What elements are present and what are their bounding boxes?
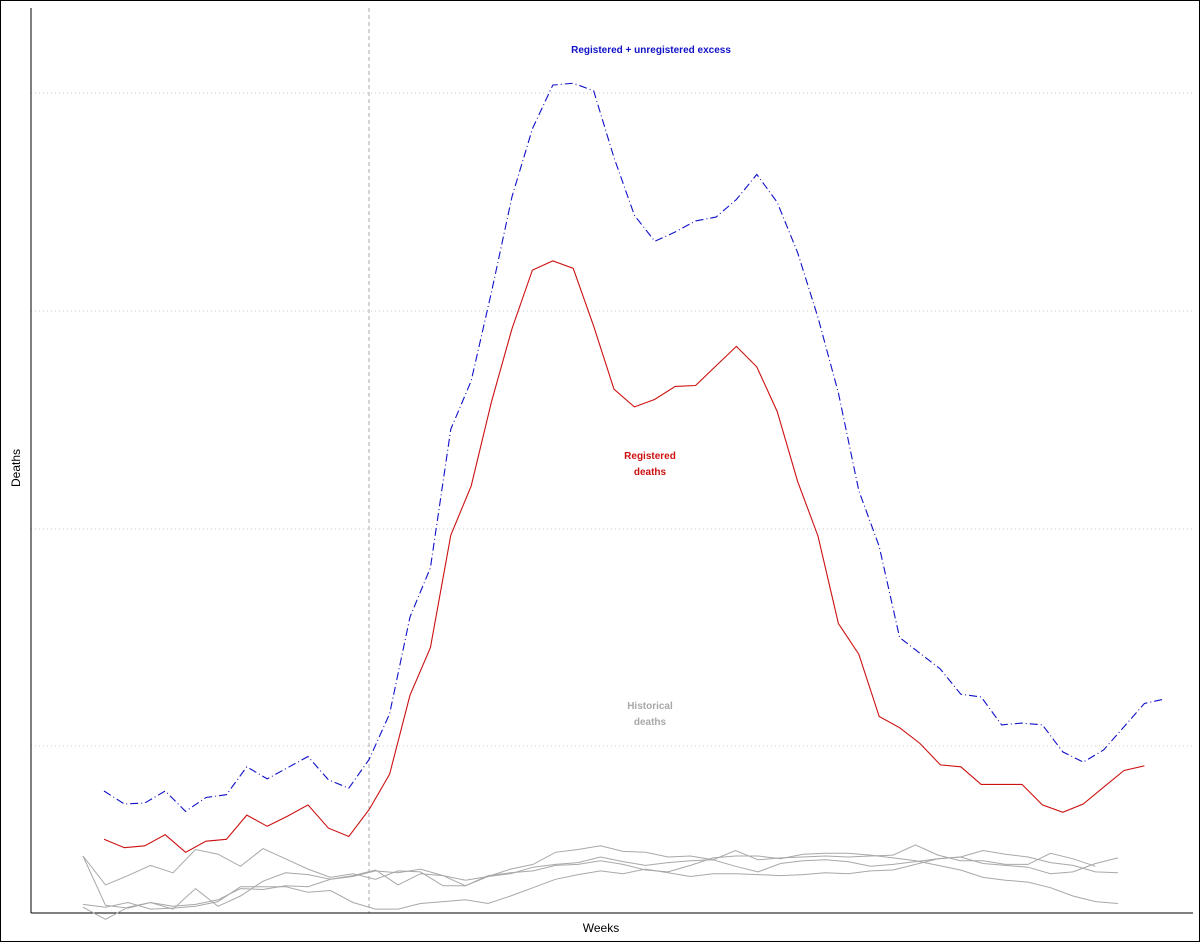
historical-series-line-3 — [82, 852, 1119, 920]
registered-series-label: Registered deaths — [600, 449, 700, 481]
historical-series-line-4 — [82, 856, 1119, 910]
registered-label-line2: deaths — [633, 467, 667, 478]
y-axis-label: Deaths — [9, 448, 23, 488]
excess-series-line — [103, 82, 1165, 813]
historical-series-line-1 — [82, 844, 1096, 887]
historical-label-line2: deaths — [633, 717, 667, 728]
historical-label-line1: Historical — [627, 701, 673, 712]
x-axis-label: Weeks — [582, 921, 620, 935]
historical-series-line-2 — [82, 849, 1119, 910]
excess-series-label: Registered + unregistered excess — [571, 45, 731, 56]
historical-series-label: Historical deaths — [600, 699, 700, 731]
registered-series-line — [103, 260, 1145, 853]
registered-label-line1: Registered — [624, 451, 676, 462]
